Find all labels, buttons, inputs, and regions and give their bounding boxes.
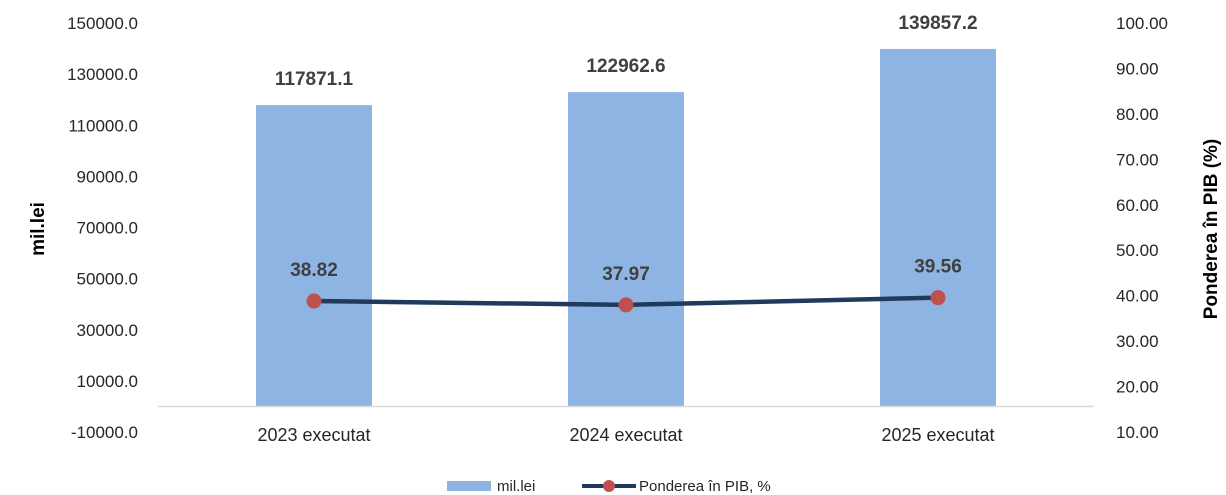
ratio-marker	[618, 297, 634, 313]
right-tick-label: 80.00	[1116, 105, 1159, 124]
ratio-marker	[306, 293, 322, 309]
left-tick-label: 130000.0	[67, 65, 138, 84]
ratio-data-labels: 38.82 37.97 39.56	[290, 257, 962, 285]
left-axis-title: mil.lei	[28, 202, 49, 256]
left-tick-label: 30000.0	[77, 321, 138, 340]
right-axis-ticks: 10.00 20.00 30.00 40.00 50.00 60.00 70.00 80.00…	[1116, 14, 1168, 442]
right-tick-label: 100.00	[1116, 14, 1168, 33]
bar	[568, 92, 684, 407]
bar	[256, 105, 372, 407]
bar-value-label: 139857.2	[898, 13, 977, 34]
right-tick-label: 90.00	[1116, 59, 1159, 78]
right-tick-label: 50.00	[1116, 241, 1159, 260]
category-label: 2024 executat	[569, 425, 682, 445]
right-tick-label: 60.00	[1116, 196, 1159, 215]
ratio-markers	[306, 290, 946, 313]
category-label: 2023 executat	[257, 425, 370, 445]
legend-swatch-marker	[603, 480, 615, 492]
bar-value-label: 122962.6	[586, 56, 665, 77]
right-axis-title: Ponderea în PIB (%)	[1201, 139, 1222, 320]
bar	[880, 48, 996, 407]
ratio-marker	[930, 290, 946, 306]
category-labels: 2023 executat 2024 executat 2025 executat	[257, 425, 994, 445]
right-tick-label: 70.00	[1116, 150, 1159, 169]
right-tick-label: 10.00	[1116, 423, 1159, 442]
legend-swatch-bar	[447, 481, 491, 491]
category-label: 2025 executat	[881, 425, 994, 445]
left-tick-label: 10000.0	[77, 372, 138, 391]
left-tick-label: 110000.0	[68, 116, 138, 135]
left-tick-label: 150000.0	[67, 14, 138, 33]
left-tick-label: 50000.0	[77, 270, 138, 289]
left-tick-label: 90000.0	[77, 167, 138, 186]
ratio-value-label: 39.56	[914, 257, 962, 278]
right-tick-label: 20.00	[1116, 378, 1159, 397]
left-axis-ticks: -10000.0 10000.0 30000.0 50000.0 70000.0 9000…	[67, 14, 138, 442]
bar-data-labels: 117871.1 122962.6 139857.2	[275, 13, 978, 90]
ratio-value-label: 38.82	[290, 260, 338, 281]
legend-label-line: Ponderea în PIB, %	[639, 478, 771, 495]
right-tick-label: 30.00	[1116, 332, 1159, 351]
right-tick-label: 40.00	[1116, 287, 1159, 306]
left-tick-label: -10000.0	[71, 423, 138, 442]
left-tick-label: 70000.0	[77, 219, 138, 238]
legend: mil.lei Ponderea în PIB, %	[447, 478, 771, 495]
ratio-value-label: 37.97	[602, 264, 650, 285]
bar-value-label: 117871.1	[275, 69, 354, 90]
legend-label-bar: mil.lei	[497, 478, 535, 495]
bar-series	[256, 48, 996, 407]
